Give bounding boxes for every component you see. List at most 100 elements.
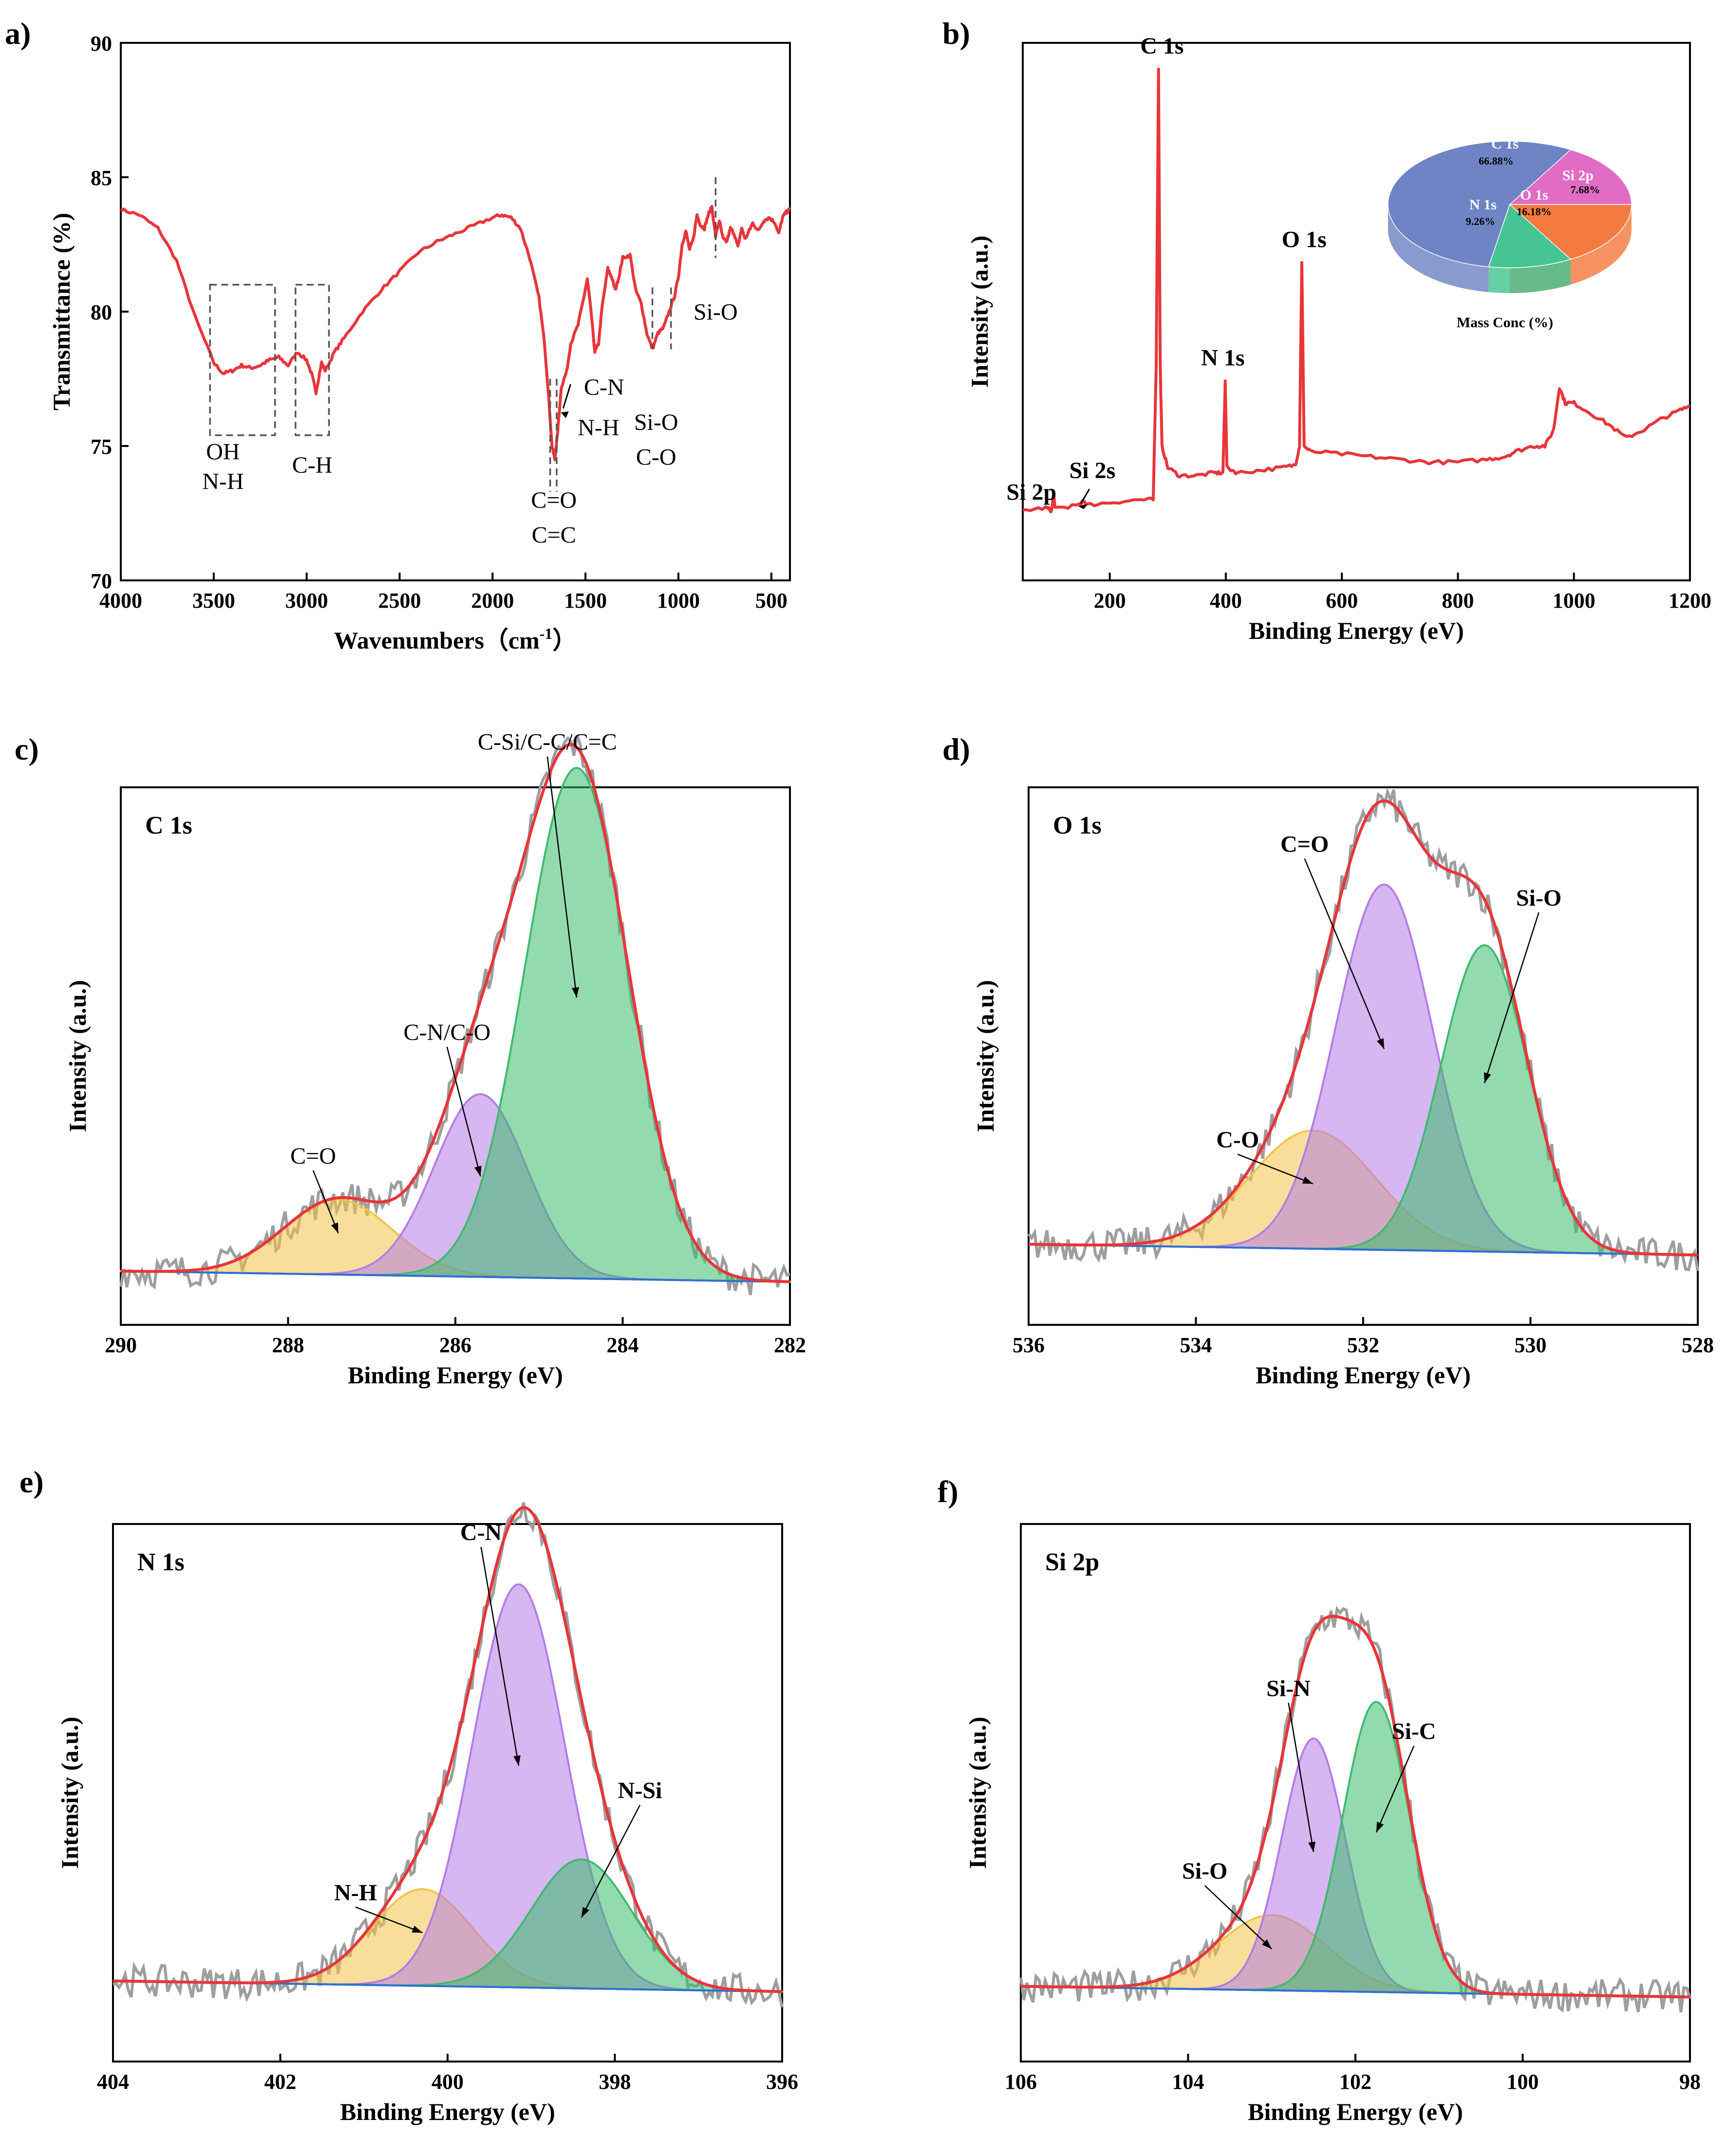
x-tick-label: 290 [105, 1333, 137, 1357]
annotation-arrow [1237, 1153, 1313, 1185]
x-tick-label: 2500 [378, 589, 421, 613]
peak-label-arrow [1080, 488, 1090, 504]
panel-b: b) 200 400 600 800 1000 1200 Binding Energy (eV… [942, 16, 1711, 644]
fit-peak-c-o [1028, 883, 1698, 1256]
x-axis-label-close: ） [552, 627, 577, 654]
plot-frame [1022, 42, 1691, 581]
annotation-label: C-O [1216, 1127, 1259, 1153]
fit-peak-c-n [113, 1583, 783, 1993]
annotation-label: C-N [460, 1520, 502, 1545]
y-tick-label: 85 [91, 166, 112, 190]
panel-d: d) 536 534 532 530 528 Binding Energy (eV) Inte… [942, 732, 1714, 1389]
panel-label: c) [15, 732, 39, 766]
x-tick-label: 400 [1210, 589, 1242, 613]
y-axis-label: Intensity (a.u.) [966, 236, 993, 388]
peak-label: Si 2s [1069, 458, 1116, 483]
annotation-label: C=O [290, 1143, 336, 1169]
annotation-arrow [546, 756, 578, 998]
series-line-xps-survey [1022, 67, 1691, 514]
x-tick-label: 98 [1679, 2070, 1701, 2094]
x-tick-label: 102 [1339, 2070, 1371, 2094]
annotation-arrow [562, 384, 572, 409]
x-tick-label: 600 [1326, 589, 1358, 613]
annotation-arrowhead [1376, 1821, 1384, 1833]
x-tick-label: 3500 [192, 589, 235, 613]
x-axis-label: Wavenumbers（cm-1） [334, 625, 577, 654]
panel-a: a) 4000 3500 3000 2500 2000 1500 1000 500 Wavenum… [5, 16, 791, 654]
annotation-label: C-N [584, 374, 624, 400]
annotation-arrow [1304, 858, 1385, 1049]
annotation-arrowhead [572, 987, 580, 998]
panel-e: e) 404 402 400 398 396 Binding Energy (eV) Inte… [19, 1465, 798, 2125]
annotation-label: OH [206, 439, 240, 465]
x-axis-label: Binding Energy (eV) [1248, 2098, 1463, 2125]
annotation-arrow [480, 1546, 520, 1766]
pie-slice-value: 66.88% [1479, 155, 1514, 167]
annotation-label: C-H [292, 452, 333, 478]
annotation-arrow [312, 1170, 339, 1234]
annotation-label: Si-O [1516, 885, 1561, 911]
pie-slice-label: C 1s [1491, 136, 1519, 152]
annotation-arrow [446, 1046, 481, 1177]
x-tick-label: 528 [1682, 1333, 1714, 1357]
annotation-arrow [581, 1804, 641, 1918]
x-tick-label: 800 [1442, 589, 1474, 613]
x-tick-label: 4000 [99, 589, 142, 613]
y-axis-label: Intensity (a.u.) [964, 1717, 991, 1869]
panel-label: b) [942, 16, 970, 51]
panel-title: O 1s [1053, 812, 1102, 839]
panel-title: Si 2p [1045, 1548, 1099, 1576]
pie-title: Mass Conc (%) [1457, 315, 1553, 331]
panel-label: e) [19, 1465, 44, 1499]
pie-slice-value: 9.26% [1466, 215, 1496, 227]
panel-c: c) 290 288 286 284 282 Binding Energy (eV) Inte… [15, 729, 806, 1389]
x-tick-label: 536 [1013, 1333, 1045, 1357]
raw-data-line [1019, 1605, 1691, 2013]
plot-frame [120, 42, 791, 581]
fit-envelope [113, 1506, 783, 1993]
x-axis-label: Binding Energy (eV) [348, 1361, 563, 1389]
annotation-arrow [1204, 1885, 1273, 1950]
pie-slice-value: 16.18% [1517, 205, 1552, 218]
x-tick-label: 106 [1005, 2070, 1037, 2094]
x-tick-label: 282 [774, 1333, 806, 1357]
annotation-arrowhead [331, 1222, 338, 1233]
annotation-label: C=O [1280, 831, 1329, 857]
annotation-label: N-Si [618, 1778, 662, 1803]
annotation-arrowhead [561, 411, 569, 418]
panel-f: f) 106 104 102 100 98 Binding Energy (eV) Inten… [938, 1474, 1701, 2125]
dashed-box-ch [295, 284, 330, 436]
x-tick-label: 398 [599, 2070, 631, 2094]
x-tick-label: 200 [1094, 589, 1126, 613]
x-tick-label: 1500 [564, 589, 607, 613]
annotation-arrow [355, 1906, 423, 1933]
x-tick-label: 2000 [471, 589, 514, 613]
y-axis-label: Transmittance (%) [48, 213, 75, 410]
x-tick-label: 404 [97, 2070, 129, 2094]
annotation-label: Si-O [634, 409, 678, 435]
fit-peak-si-c [1020, 1700, 1690, 1998]
x-tick-label: 100 [1507, 2070, 1539, 2094]
baseline [1028, 1243, 1698, 1256]
annotation-label: N-H [578, 415, 619, 441]
pie-slice-si-2p [1509, 149, 1632, 205]
annotation-arrowhead [1484, 1072, 1491, 1083]
y-axis-label: Intensity (a.u.) [64, 980, 91, 1133]
annotation-label: Si-N [1266, 1675, 1311, 1701]
annotation-label: C-Si/C-C/C=C [478, 729, 617, 755]
x-tick-label: 534 [1180, 1333, 1212, 1357]
x-axis-label: Binding Energy (eV) [1249, 617, 1464, 644]
x-tick-label: 284 [607, 1333, 639, 1357]
peak-label: O 1s [1282, 227, 1327, 253]
inset-pie: C 1s 66.88% Si 2p7.68% O 1s 16.18% N 1s 9.26% M… [1388, 136, 1632, 331]
annotation-label: Si-C [1392, 1719, 1436, 1745]
pie-side-c-1s [1388, 204, 1489, 293]
peak-label: Si 2p [1007, 479, 1057, 505]
x-tick-label: 1200 [1669, 589, 1711, 613]
panel-label: d) [942, 732, 970, 766]
y-tick-label: 70 [91, 569, 112, 593]
dashed-box-oh [209, 284, 276, 436]
panel-label: f) [938, 1474, 958, 1509]
series-line-ftir [120, 204, 791, 462]
baseline [120, 1270, 790, 1283]
